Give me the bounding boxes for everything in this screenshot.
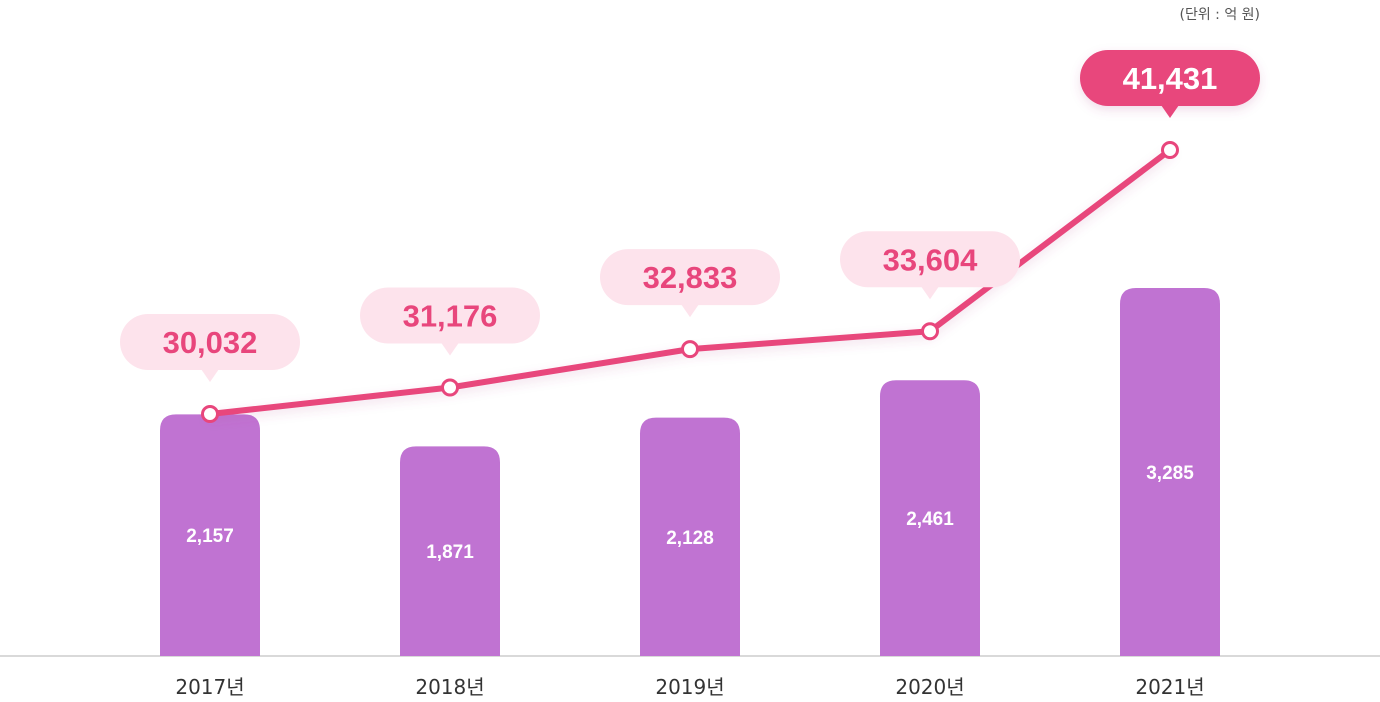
bubble-pointer xyxy=(441,342,459,356)
bar-value-label: 2,461 xyxy=(906,509,954,530)
highlight-value-bubble: 41,431 xyxy=(1080,50,1260,118)
line-point xyxy=(1161,141,1179,159)
x-tick-label: 2019년 xyxy=(655,675,724,699)
line-point xyxy=(921,322,939,341)
value-bubble: 32,833 xyxy=(600,249,780,318)
bubble-body xyxy=(840,231,1020,288)
bubble-pointer xyxy=(201,369,219,382)
bar-value-label: 2,128 xyxy=(666,528,714,549)
line-value-label: 31,176 xyxy=(403,299,498,334)
bar-value-label: 3,285 xyxy=(1146,463,1194,484)
bar-value-label: 2,157 xyxy=(186,526,234,547)
bubble-body xyxy=(120,314,300,370)
bubble-pointer xyxy=(681,304,699,318)
line-point xyxy=(681,340,699,359)
bar xyxy=(640,417,740,656)
x-tick-label: 2017년 xyxy=(175,675,244,699)
bar xyxy=(1120,288,1220,656)
x-tick-label: 2020년 xyxy=(895,675,964,699)
line-value-label: 30,032 xyxy=(163,325,258,360)
bar xyxy=(400,446,500,656)
value-bubble: 31,176 xyxy=(360,287,540,356)
x-tick-label: 2021년 xyxy=(1135,675,1204,699)
line-point xyxy=(441,378,459,397)
unit-label: (단위 : 억 원) xyxy=(1179,7,1260,23)
bubble-body xyxy=(600,249,780,306)
bubble-body xyxy=(1080,50,1260,106)
value-bubble: 33,604 xyxy=(840,231,1020,300)
bubble-pointer xyxy=(921,286,939,300)
line-value-label: 32,833 xyxy=(643,260,738,295)
line-value-label: 33,604 xyxy=(883,242,979,277)
bar xyxy=(880,380,980,656)
bubble-pointer xyxy=(1161,105,1179,118)
value-bubble: 30,032 xyxy=(120,314,300,382)
line-value-label: 41,431 xyxy=(1123,61,1218,96)
bar xyxy=(160,414,260,656)
bar-value-label: 1,871 xyxy=(426,542,474,563)
bubble-body xyxy=(360,287,540,344)
x-tick-label: 2018년 xyxy=(415,675,484,699)
line-point xyxy=(201,405,219,423)
